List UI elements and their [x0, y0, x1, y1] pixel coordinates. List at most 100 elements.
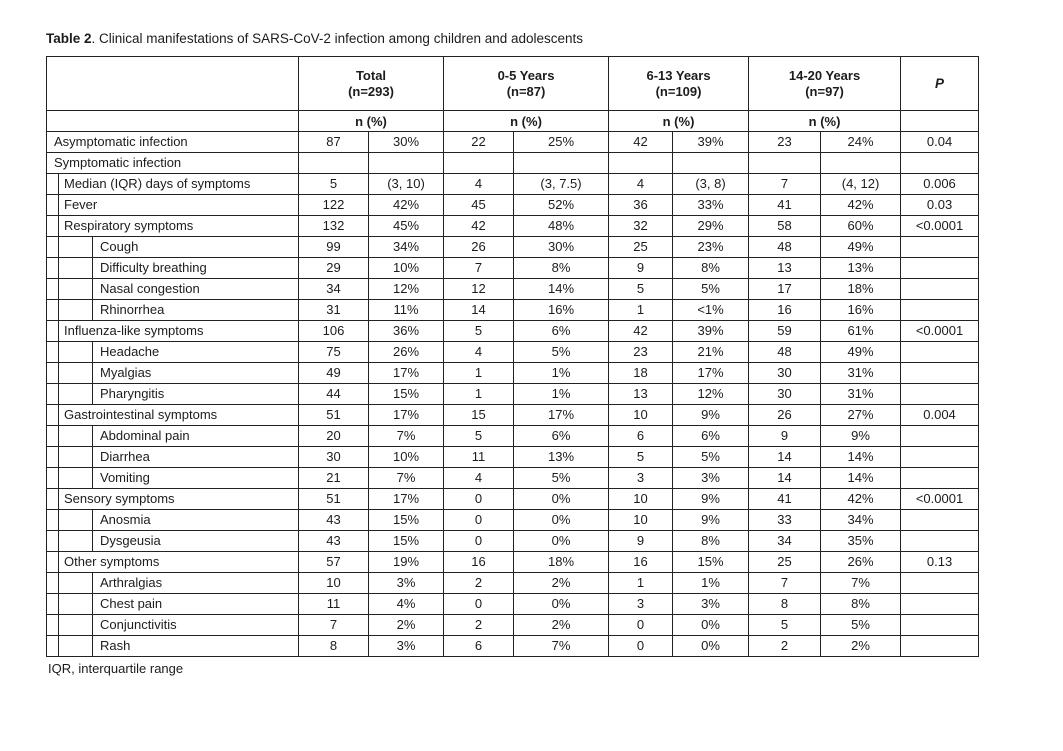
cell-pct: 0% — [672, 614, 750, 636]
row-label-cell: Headache — [46, 341, 299, 363]
subheader-14-20: n (%) — [748, 110, 902, 132]
cell-pct: 4% — [367, 593, 445, 615]
cell-n: 5 — [608, 278, 674, 300]
cell-pct: 30% — [367, 131, 445, 153]
cell-pct: 8% — [672, 530, 750, 552]
cell-n: 5 — [443, 320, 515, 342]
header-cell-6-13-years: 6-13 Years (n=109) — [608, 56, 750, 111]
cell-pct: 15% — [367, 530, 445, 552]
row-label: Conjunctivitis — [100, 617, 177, 632]
header-cell-p: P — [900, 56, 980, 111]
cell-pct — [513, 152, 610, 174]
cell-n — [298, 152, 369, 174]
indent-cell — [48, 531, 59, 551]
table-row: Vomiting 21 7% 4 5% 3 3% 14 14% — [46, 467, 980, 489]
indent-cell — [59, 615, 93, 635]
row-label-cell: Vomiting — [46, 467, 299, 489]
indent-cell — [59, 468, 93, 488]
cell-p — [900, 635, 980, 657]
cell-p — [900, 236, 980, 258]
cell-p — [900, 278, 980, 300]
indent-cell — [59, 426, 93, 446]
cell-pct: 36% — [367, 320, 445, 342]
row-label: Headache — [100, 344, 160, 359]
cell-n: 5 — [443, 425, 515, 447]
subheader-total: n (%) — [297, 110, 445, 132]
row-label-wrap: Chest pain — [48, 594, 298, 614]
indent-cell — [48, 279, 59, 299]
cell-n: 51 — [298, 404, 369, 426]
indent-cell — [48, 489, 59, 509]
group-n: (n=293) — [348, 83, 394, 99]
cell-p — [900, 593, 980, 615]
row-label: Anosmia — [100, 512, 151, 527]
row-label-wrap: Sensory symptoms — [48, 489, 298, 509]
cell-n: 106 — [298, 320, 369, 342]
cell-n: 42 — [608, 131, 674, 153]
cell-pct: 0% — [513, 509, 610, 531]
cell-n: 3 — [608, 593, 674, 615]
cell-p — [900, 467, 980, 489]
cell-pct: 15% — [367, 509, 445, 531]
header-group-row: Total (n=293) 0-5 Years (n=87) 6-13 Year… — [46, 56, 980, 111]
cell-pct: 0% — [513, 530, 610, 552]
cell-pct: 30% — [513, 236, 610, 258]
cell-pct: 42% — [820, 194, 902, 216]
cell-pct: 27% — [820, 404, 902, 426]
cell-pct: 2% — [820, 635, 902, 657]
indent-cell — [48, 321, 59, 341]
row-label-wrap: Pharyngitis — [48, 384, 298, 404]
row-label: Diarrhea — [100, 449, 150, 464]
row-label: Myalgias — [100, 365, 152, 380]
cell-pct: 9% — [672, 404, 750, 426]
cell-pct — [672, 152, 750, 174]
indent-cell — [59, 384, 93, 404]
cell-pct: 10% — [367, 257, 445, 279]
row-label-cell: Difficulty breathing — [46, 257, 299, 279]
cell-pct: 42% — [820, 488, 902, 510]
indent-cell — [48, 573, 59, 593]
cell-n: 15 — [443, 404, 515, 426]
cell-pct: (3, 8) — [672, 173, 750, 195]
row-label-wrap: Other symptoms — [48, 552, 298, 572]
row-label: Other symptoms — [64, 554, 160, 569]
cell-pct: 49% — [820, 236, 902, 258]
cell-n: 11 — [443, 446, 515, 468]
table-row: Nasal congestion 34 12% 12 14% 5 5% 17 18% — [46, 278, 980, 300]
cell-pct: 3% — [672, 467, 750, 489]
cell-n: 48 — [748, 236, 822, 258]
cell-pct: 15% — [672, 551, 750, 573]
cell-n: 2 — [748, 635, 822, 657]
cell-n: 8 — [748, 593, 822, 615]
cell-n: 9 — [748, 425, 822, 447]
row-label-wrap: Diarrhea — [48, 447, 298, 467]
indent-cell — [59, 342, 93, 362]
cell-n: 59 — [748, 320, 822, 342]
row-label-wrap: Rhinorrhea — [48, 300, 298, 320]
cell-pct: 34% — [367, 236, 445, 258]
cell-n: 31 — [298, 299, 369, 321]
table-title-text: . Clinical manifestations of SARS-CoV-2 … — [91, 31, 584, 46]
cell-pct: 42% — [367, 194, 445, 216]
cell-pct: 5% — [513, 341, 610, 363]
table-row: Myalgias 49 17% 1 1% 18 17% 30 31% — [46, 362, 980, 384]
table-row: Pharyngitis 44 15% 1 1% 13 12% 30 31% — [46, 383, 980, 405]
header-cell-total: Total (n=293) — [297, 56, 445, 111]
indent-cell — [59, 258, 93, 278]
cell-pct: 3% — [367, 635, 445, 657]
cell-n: 132 — [298, 215, 369, 237]
cell-pct: 23% — [672, 236, 750, 258]
table-block: Table 2. Clinical manifestations of SARS… — [46, 30, 980, 677]
cell-pct: 6% — [513, 425, 610, 447]
cell-n: 29 — [298, 257, 369, 279]
cell-pct: 16% — [513, 299, 610, 321]
cell-pct: 24% — [820, 131, 902, 153]
cell-n: 43 — [298, 530, 369, 552]
table-row: Cough 99 34% 26 30% 25 23% 48 49% — [46, 236, 980, 258]
indent-cell — [59, 447, 93, 467]
table-row: Dysgeusia 43 15% 0 0% 9 8% 34 35% — [46, 530, 980, 552]
cell-n: 6 — [443, 635, 515, 657]
row-label-cell: Rash — [46, 635, 299, 657]
table-row: Sensory symptoms 51 17% 0 0% 10 9% 41 42% <0.0001 — [46, 488, 980, 510]
